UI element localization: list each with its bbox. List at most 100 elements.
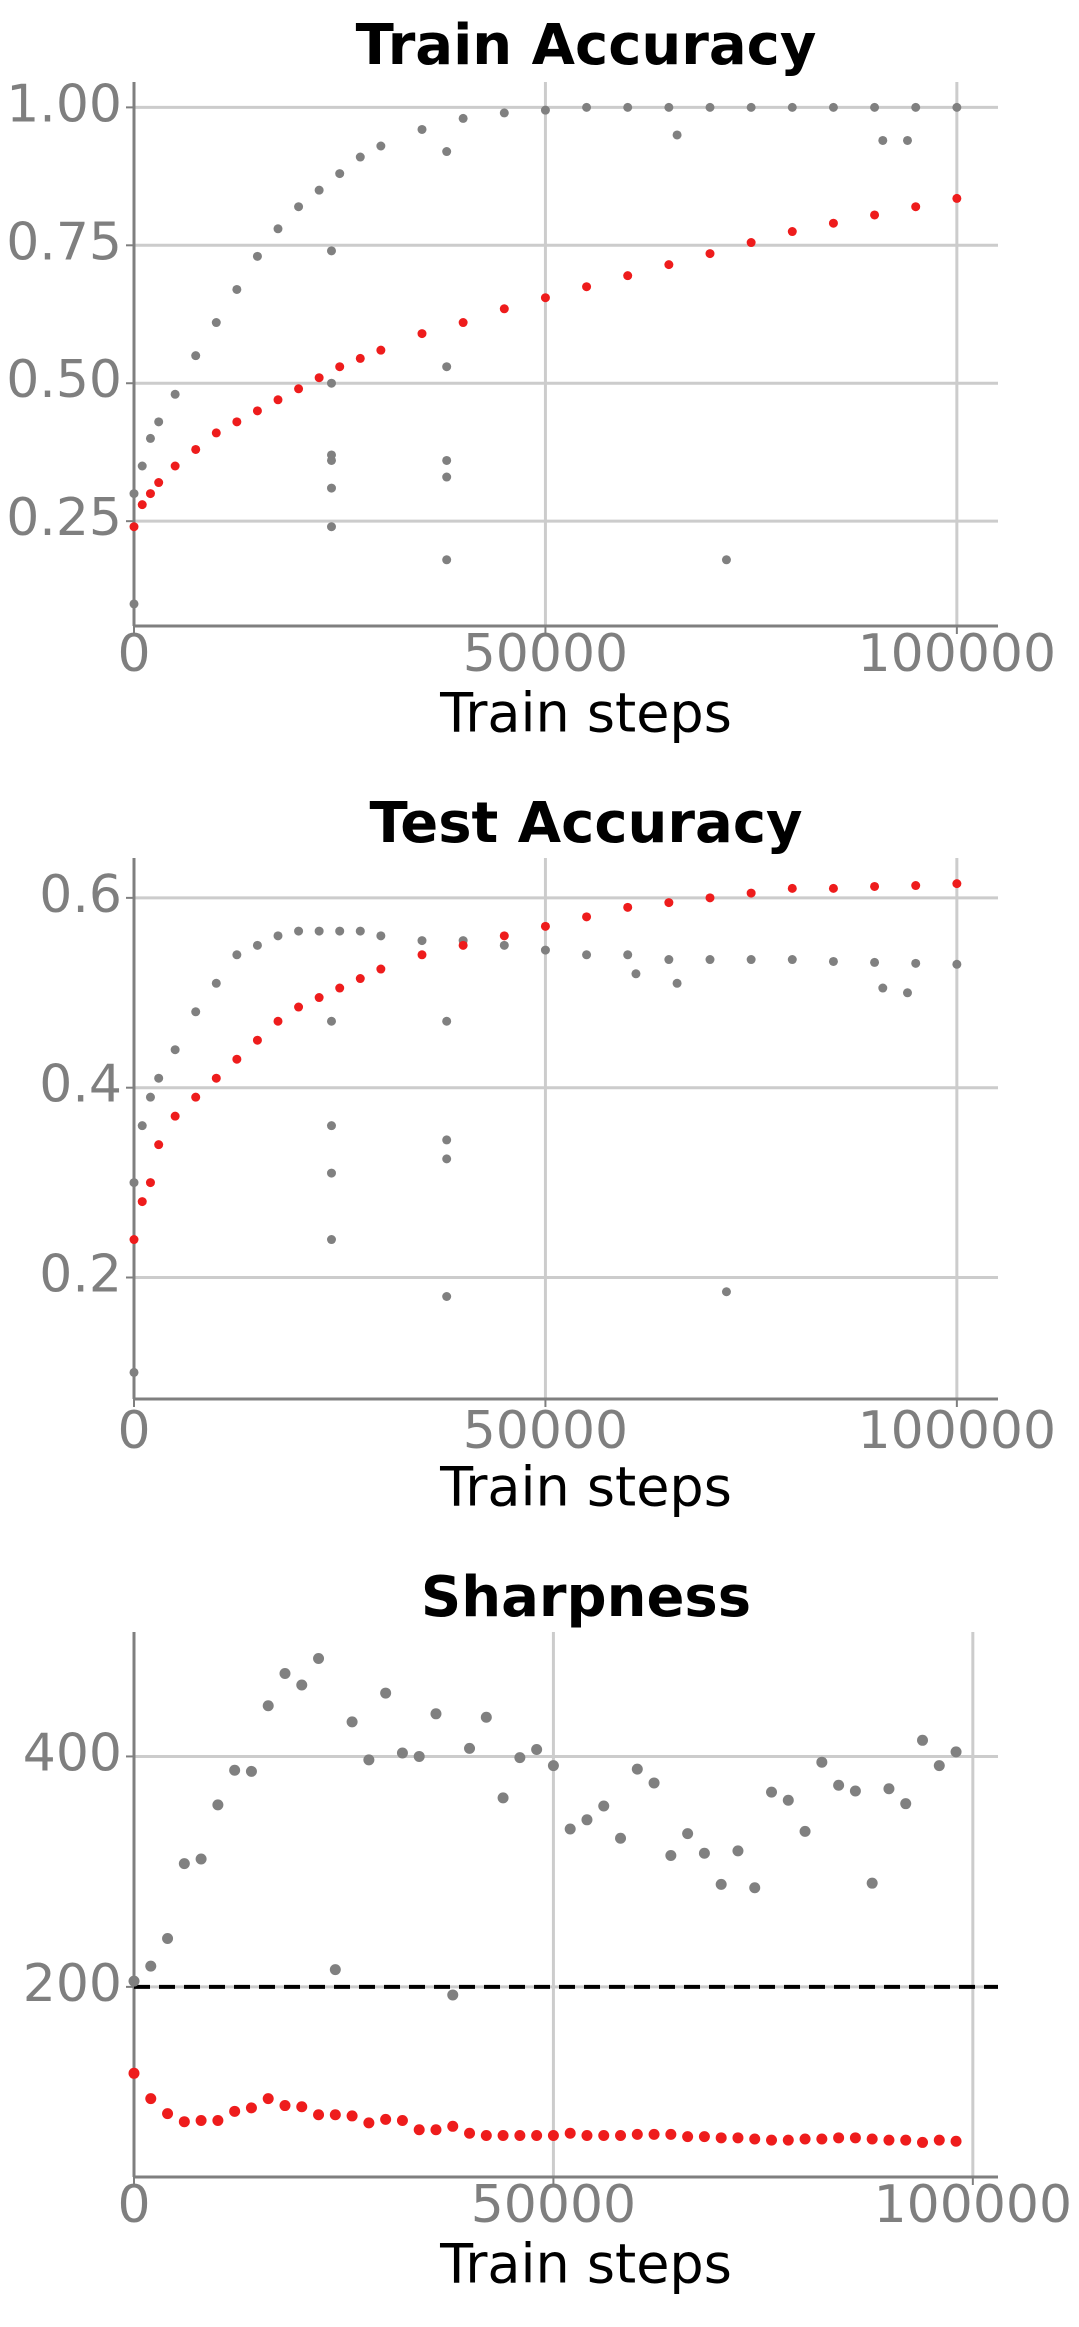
point	[447, 2120, 459, 2132]
point	[749, 1882, 761, 1894]
point	[540, 921, 550, 931]
point	[705, 249, 715, 259]
point	[442, 472, 452, 482]
point	[746, 102, 756, 112]
point	[129, 489, 139, 499]
point	[413, 2124, 425, 2136]
point	[154, 478, 164, 488]
point	[787, 102, 797, 112]
point	[950, 1746, 962, 1758]
point	[442, 1154, 452, 1164]
point	[705, 893, 715, 903]
point	[623, 102, 633, 112]
point	[430, 1708, 442, 1720]
point	[648, 1777, 660, 1789]
point	[326, 1121, 336, 1131]
point	[870, 881, 880, 891]
point	[582, 950, 592, 960]
point	[212, 2115, 224, 2127]
point	[191, 1092, 201, 1102]
point	[952, 959, 962, 969]
point	[355, 974, 365, 984]
point	[129, 1367, 139, 1377]
point	[154, 417, 164, 427]
y-tick-label: 0.4	[39, 1055, 122, 1115]
y-tick-label: 200	[23, 1954, 122, 2014]
point	[664, 102, 674, 112]
point	[866, 2133, 878, 2145]
point	[314, 373, 324, 383]
point	[178, 1858, 190, 1870]
point	[933, 1760, 945, 1772]
point	[615, 1832, 627, 1844]
point	[900, 2134, 912, 2146]
point	[329, 2109, 341, 2121]
point	[294, 384, 304, 394]
y-tick-label: 400	[23, 1723, 122, 1783]
point	[296, 1679, 308, 1691]
point	[878, 135, 888, 145]
point	[137, 1197, 147, 1207]
point	[313, 2109, 325, 2121]
point	[497, 2130, 509, 2142]
point	[442, 362, 452, 372]
point	[380, 2113, 392, 2125]
chart-title: Test Accuracy	[369, 791, 802, 856]
point	[154, 1140, 164, 1150]
point	[540, 945, 550, 955]
point	[294, 202, 304, 212]
point	[279, 2100, 291, 2112]
point	[464, 1742, 476, 1754]
point	[355, 926, 365, 936]
point	[212, 1799, 224, 1811]
point	[782, 1794, 794, 1806]
point	[211, 978, 221, 988]
point	[787, 955, 797, 965]
point	[355, 152, 365, 162]
point	[746, 955, 756, 965]
point	[682, 1828, 694, 1840]
point	[631, 969, 641, 979]
point	[933, 2134, 945, 2146]
point	[952, 879, 962, 889]
point	[581, 2130, 593, 2142]
point	[170, 389, 180, 399]
point	[380, 1687, 392, 1699]
x-axis-label: Train steps	[439, 1456, 732, 1519]
point	[952, 193, 962, 203]
point	[195, 2115, 207, 2127]
point	[162, 1932, 174, 1944]
point	[430, 2124, 442, 2136]
point	[229, 1764, 241, 1776]
point	[413, 1750, 425, 1762]
point	[145, 489, 155, 499]
point	[245, 2102, 257, 2114]
point	[698, 2131, 710, 2143]
point	[672, 978, 682, 988]
point	[917, 1734, 929, 1746]
point	[499, 931, 509, 941]
point	[279, 1667, 291, 1679]
point	[715, 2132, 727, 2144]
point	[326, 1235, 336, 1245]
chart-title: Sharpness	[421, 1565, 751, 1630]
x-tick-label: 50000	[463, 1401, 628, 1461]
point	[417, 950, 427, 960]
point	[866, 1877, 878, 1889]
point	[442, 1016, 452, 1026]
point	[749, 2133, 761, 2145]
point	[346, 1716, 358, 1728]
point	[623, 950, 633, 960]
point	[129, 1178, 139, 1188]
point	[458, 113, 468, 123]
point	[335, 362, 345, 372]
point	[902, 135, 912, 145]
point	[870, 957, 880, 967]
point	[442, 455, 452, 465]
point	[137, 500, 147, 510]
point	[273, 1016, 283, 1026]
point	[849, 1785, 861, 1797]
point	[787, 227, 797, 237]
point	[162, 2108, 174, 2120]
